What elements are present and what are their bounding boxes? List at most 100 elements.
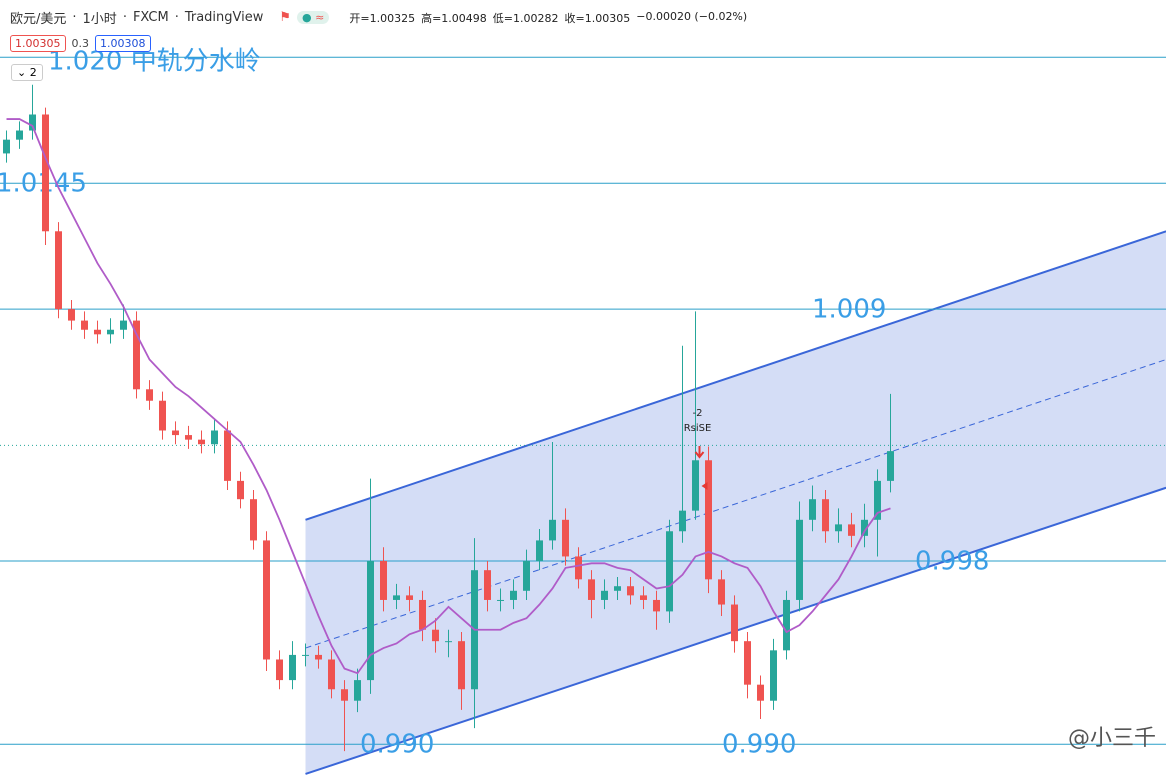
signal-text: RsiSE [684, 423, 712, 434]
candle-body [861, 519, 868, 536]
candle-body [510, 590, 517, 600]
spread: 0.3 [71, 37, 90, 50]
price-row: 1.00305 0.3 1.00308 [10, 35, 151, 52]
candle-body [328, 659, 335, 690]
candle-body [250, 499, 257, 541]
candle-body [68, 309, 75, 321]
candle-body [744, 641, 751, 685]
channel-fill [305, 231, 1166, 774]
candle-body [588, 579, 595, 600]
bid-price[interactable]: 1.00305 [10, 35, 66, 52]
candle-body [445, 641, 452, 643]
candle-body [666, 531, 673, 612]
candle-body [731, 604, 738, 642]
level-label: 1.009 [812, 295, 886, 325]
candle-body [614, 586, 621, 591]
candle-body [718, 579, 725, 605]
candle-body [562, 519, 569, 557]
candle-body [159, 400, 166, 431]
moving-average [6, 118, 891, 675]
candle-body [16, 130, 23, 140]
candle-body [796, 519, 803, 600]
candle-body [497, 599, 504, 601]
candle-body [146, 389, 153, 401]
ohlc-close: 收=1.00305 [564, 11, 631, 25]
candle-body [458, 641, 465, 690]
candle-body [81, 320, 88, 330]
candle-body [835, 524, 842, 532]
candle-body [523, 561, 530, 591]
candle-body [198, 439, 205, 445]
candle-body [640, 595, 647, 600]
candle-body [211, 430, 218, 445]
sep: · [122, 10, 127, 25]
ohlc-high: 高=1.00498 [421, 11, 487, 25]
candle-body [380, 561, 387, 600]
signal-marker [701, 482, 708, 490]
candle-body [107, 329, 114, 335]
candle-body [874, 480, 881, 520]
candle-body [172, 430, 179, 436]
candle-body [393, 595, 400, 600]
candle-body [575, 556, 582, 580]
candle-body [94, 329, 101, 335]
symbol[interactable]: 欧元/美元 [10, 12, 67, 27]
candle-body [367, 561, 374, 681]
header: 欧元/美元 · 1小时 · FXCM · TradingView ⚑ ● ≈ 开=1.… [10, 8, 747, 28]
candle-body [263, 540, 270, 660]
flag[interactable]: ⚑ [279, 10, 292, 25]
level-label: 1.020 中轨分水岭 [48, 47, 261, 77]
level-label: 0.990 [360, 730, 434, 760]
signal-arrow [694, 446, 705, 459]
collapse-count: 2 [29, 66, 37, 79]
candle-body [549, 519, 556, 541]
candle-body [185, 435, 192, 440]
ask-price[interactable]: 1.00308 [95, 35, 151, 52]
candle-body [692, 460, 699, 511]
candle-body [757, 684, 764, 701]
sep: · [72, 10, 77, 25]
candle-body [783, 599, 790, 651]
signal-count: -2 [693, 408, 703, 419]
collapse-button[interactable]: ⌄ 2 [11, 64, 43, 81]
candle-body [679, 510, 686, 532]
sep: · [174, 10, 179, 25]
candle-body [770, 650, 777, 701]
candle-body [848, 524, 855, 536]
candle-body [536, 540, 543, 562]
candle-body [354, 680, 361, 701]
candle-body [133, 320, 140, 390]
channel-middle [305, 359, 1166, 649]
candle-body [887, 451, 894, 481]
channel-upper [305, 230, 1166, 521]
candle-body [419, 599, 426, 630]
candle-body [42, 114, 49, 232]
candle-body [237, 480, 244, 500]
candle-body [601, 590, 608, 600]
candle-body [341, 689, 348, 701]
candle-body [289, 654, 296, 681]
candle-body [627, 586, 634, 596]
candle-body [822, 499, 829, 532]
interval[interactable]: 1小时 [82, 12, 117, 27]
source: TradingView [184, 10, 264, 25]
ohlc-low: 低=1.00282 [492, 11, 559, 25]
candle-body [406, 595, 413, 600]
candle-body [484, 570, 491, 600]
candle-body [432, 629, 439, 642]
candle-body [302, 654, 309, 656]
ohlc-change: −0.00020 (−0.02%) [636, 9, 748, 23]
candle-body [3, 139, 10, 154]
candle-body [29, 114, 36, 131]
candle-body [653, 599, 660, 612]
watermark: @小三千 [1067, 726, 1156, 751]
exchange: FXCM [132, 10, 169, 25]
ohlc: 开=1.00325 高=1.00498 低=1.00282 收=1.00305 … [349, 10, 747, 26]
candle-body [705, 460, 712, 580]
level-label: 0.990 [722, 730, 796, 760]
candle-body [120, 320, 127, 330]
candle-body [55, 231, 62, 310]
level-label: 0.998 [915, 547, 989, 577]
